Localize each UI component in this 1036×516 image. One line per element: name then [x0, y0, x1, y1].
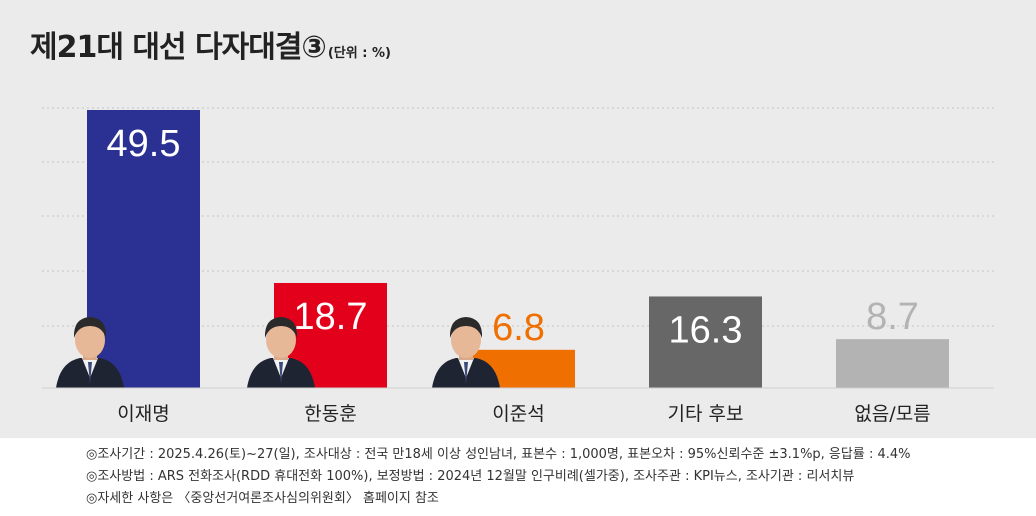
category-label: 없음/모름 — [854, 403, 930, 425]
data-label: 16.3 — [669, 309, 743, 351]
note-survey-method: ◎조사방법 : ARS 전화조사(RDD 휴대전화 100%), 보정방법 : … — [86, 469, 855, 484]
category-labels: 이재명 한동훈 이준석 기타 후보 없음/모름 — [117, 403, 930, 425]
data-label: 6.8 — [492, 307, 545, 349]
bar — [87, 110, 200, 388]
note-reference: ◎자세한 사항은 〈중앙선거여론조사심의위원회〉 홈페이지 참조 — [86, 491, 439, 506]
note-survey-period: ◎조사기간 : 2025.4.26(토)~27(일), 조사대상 : 전국 만1… — [86, 447, 911, 462]
candidate-photos — [56, 317, 500, 388]
category-label: 이재명 — [117, 403, 169, 425]
category-label: 한동훈 — [304, 403, 356, 425]
bar — [649, 296, 762, 388]
category-label: 기타 후보 — [668, 403, 744, 425]
candidate-photo — [56, 317, 124, 388]
candidate-photo — [432, 317, 500, 388]
data-label: 8.7 — [866, 296, 919, 338]
gridlines — [42, 107, 994, 327]
bar-chart: 49.5 18.7 6.8 16.3 8.7 이재명 한동훈 이준석 기타 후보 없음/모름 — [42, 107, 994, 425]
data-label: 18.7 — [294, 296, 368, 338]
value-labels: 49.5 18.7 6.8 16.3 8.7 — [107, 123, 919, 351]
bar — [836, 339, 949, 388]
data-label: 49.5 — [107, 123, 181, 165]
unit-label: (단위 : %) — [327, 46, 391, 61]
survey-notes: ◎조사기간 : 2025.4.26(토)~27(일), 조사대상 : 전국 만1… — [86, 444, 911, 510]
category-label: 이준석 — [492, 403, 544, 425]
chart-title-text: 제21대 대선 다자대결③ — [30, 30, 327, 65]
candidate-photo — [247, 317, 315, 388]
chart-title: 제21대 대선 다자대결③ (단위 : %) — [30, 22, 391, 66]
